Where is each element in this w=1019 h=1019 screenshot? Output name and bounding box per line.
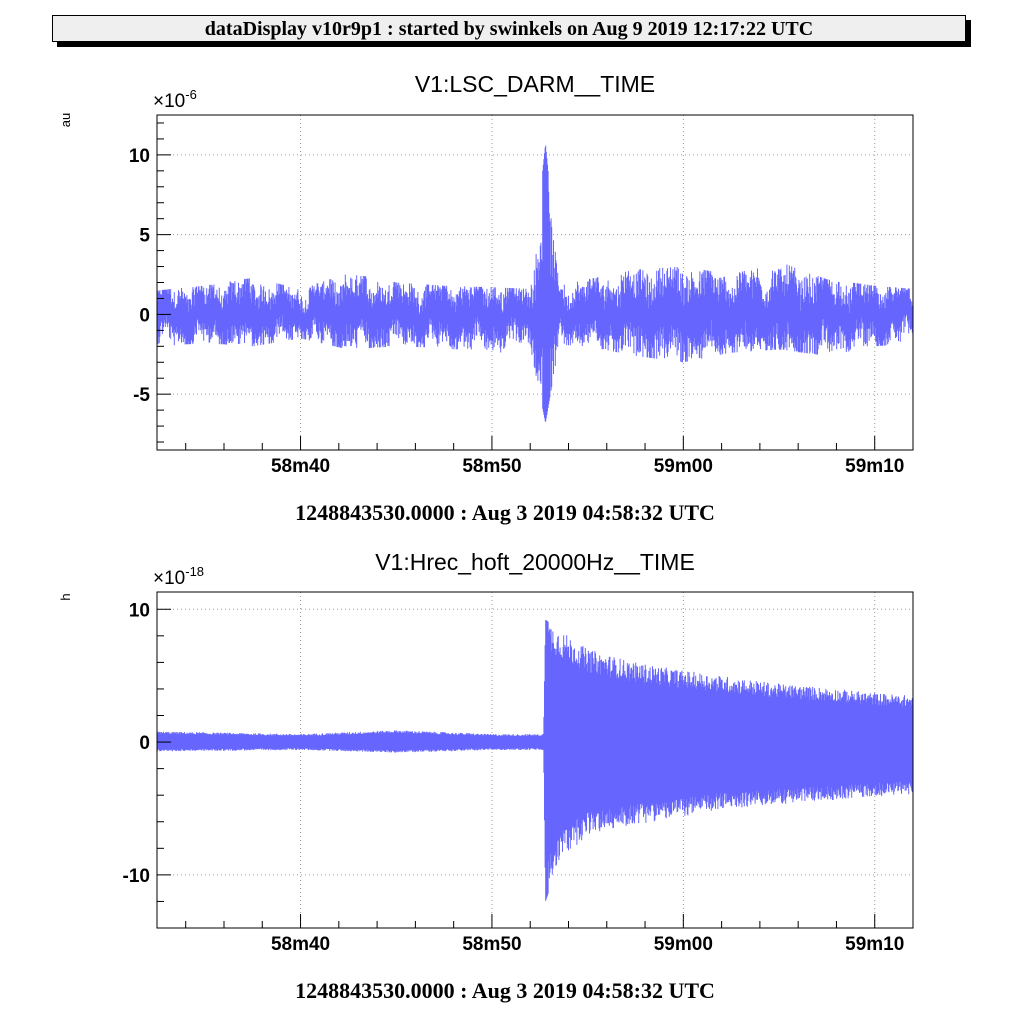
chart1-ytick-label-2: 0 bbox=[139, 305, 150, 326]
chart2-exponent-label: ×10-18 bbox=[153, 564, 204, 589]
chart1-xtick-label-0: 58m40 bbox=[271, 456, 330, 477]
chart1-xtick-label-3: 59m10 bbox=[845, 456, 904, 477]
banner-title: dataDisplay v10r9p1 : started by swinkel… bbox=[52, 15, 966, 42]
chart2-xtick-label-1: 58m50 bbox=[462, 934, 521, 955]
chart2-title: V1:Hrec_hoft_20000Hz__TIME bbox=[375, 549, 695, 575]
chart2-ytick-label-0: 10 bbox=[129, 600, 150, 621]
chart2-ytick-label-2: -10 bbox=[123, 866, 150, 887]
chart1-xtick-label-1: 58m50 bbox=[462, 456, 521, 477]
chart2-ylabel: h bbox=[58, 593, 73, 600]
chart1-exponent-label: ×10-6 bbox=[153, 87, 197, 112]
chart2-trace-line bbox=[157, 620, 914, 901]
chart2-ytick-label-1: 0 bbox=[139, 733, 150, 754]
chart1-ylabel: au bbox=[58, 113, 73, 127]
chart1-xtick-label-2: 59m00 bbox=[654, 456, 713, 477]
chart2-xtick-label-3: 59m10 bbox=[845, 934, 904, 955]
chart2-xlabel: 1248843530.0000 : Aug 3 2019 04:58:32 UT… bbox=[295, 978, 715, 1003]
chart2-xtick-label-2: 59m00 bbox=[654, 934, 713, 955]
chart1-ytick-label-0: 10 bbox=[129, 146, 150, 167]
chart1-trace-line bbox=[157, 145, 914, 422]
chart1-plot-frame bbox=[156, 114, 914, 451]
chart2-plot-frame bbox=[156, 591, 914, 929]
chart2-xtick-label-0: 58m40 bbox=[271, 934, 330, 955]
chart1-title: V1:LSC_DARM__TIME bbox=[415, 71, 655, 97]
chart1-xlabel: 1248843530.0000 : Aug 3 2019 04:58:32 UT… bbox=[295, 500, 715, 525]
chart1-ytick-label-1: 5 bbox=[139, 226, 150, 247]
chart1-ytick-label-3: -5 bbox=[133, 385, 150, 406]
